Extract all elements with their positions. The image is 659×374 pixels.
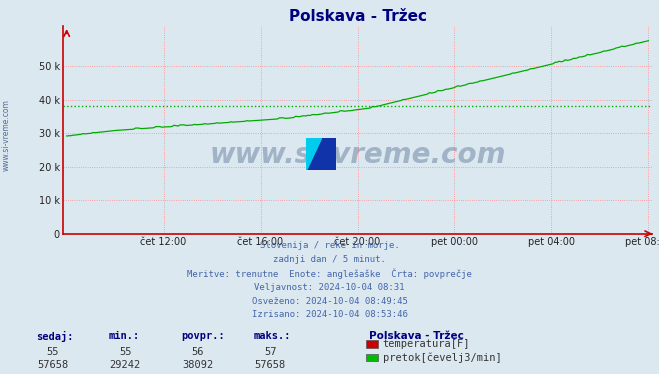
Text: min.:: min.: <box>109 331 140 341</box>
Text: 55: 55 <box>47 347 59 357</box>
Text: Izrisano: 2024-10-04 08:53:46: Izrisano: 2024-10-04 08:53:46 <box>252 310 407 319</box>
Polygon shape <box>306 138 336 170</box>
Text: Polskava - Tržec: Polskava - Tržec <box>369 331 464 341</box>
Text: www.si-vreme.com: www.si-vreme.com <box>210 141 505 169</box>
Polygon shape <box>306 138 322 170</box>
Polygon shape <box>306 138 336 170</box>
Text: pretok[čevelj3/min]: pretok[čevelj3/min] <box>383 352 501 363</box>
Text: Veljavnost: 2024-10-04 08:31: Veljavnost: 2024-10-04 08:31 <box>254 283 405 292</box>
Text: Slovenija / reke in morje.: Slovenija / reke in morje. <box>260 241 399 250</box>
Text: 56: 56 <box>192 347 204 357</box>
Text: 57658: 57658 <box>254 360 286 370</box>
Text: sedaj:: sedaj: <box>36 331 74 342</box>
Text: 29242: 29242 <box>109 360 141 370</box>
Text: 55: 55 <box>119 347 131 357</box>
Polygon shape <box>306 138 336 170</box>
Text: Osveženo: 2024-10-04 08:49:45: Osveženo: 2024-10-04 08:49:45 <box>252 297 407 306</box>
Text: Meritve: trenutne  Enote: anglešaške  Črta: povprečje: Meritve: trenutne Enote: anglešaške Črta… <box>187 269 472 279</box>
Text: temperatura[F]: temperatura[F] <box>383 339 471 349</box>
Text: zadnji dan / 5 minut.: zadnji dan / 5 minut. <box>273 255 386 264</box>
Title: Polskava - Tržec: Polskava - Tržec <box>289 9 426 24</box>
Text: www.si-vreme.com: www.si-vreme.com <box>2 99 11 171</box>
Text: povpr.:: povpr.: <box>181 331 225 341</box>
Polygon shape <box>306 138 322 170</box>
Text: 57: 57 <box>264 347 276 357</box>
Text: 57658: 57658 <box>37 360 69 370</box>
Text: maks.:: maks.: <box>254 331 291 341</box>
Text: 38092: 38092 <box>182 360 214 370</box>
Polygon shape <box>306 138 322 170</box>
